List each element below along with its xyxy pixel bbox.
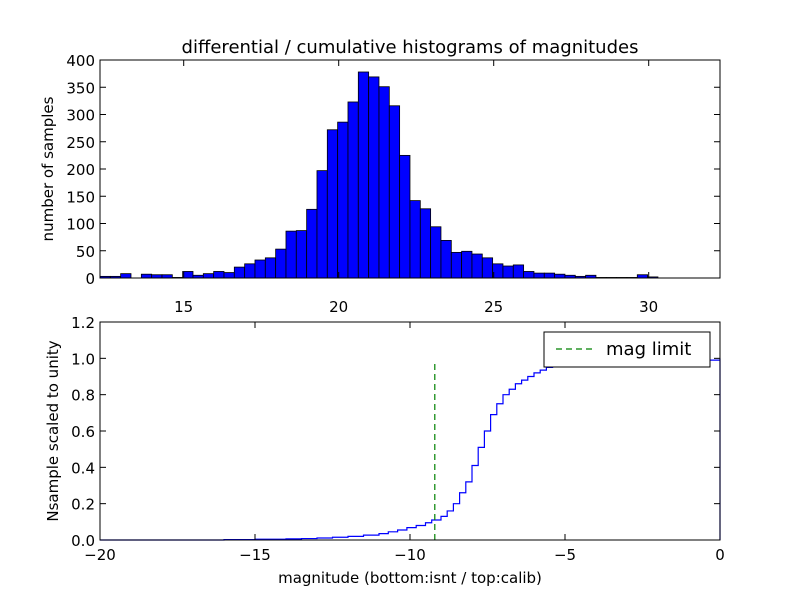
histogram-bar bbox=[140, 273, 153, 279]
histogram-bar bbox=[471, 253, 483, 279]
histogram-bar bbox=[388, 105, 401, 279]
cumulative-steps-line bbox=[100, 358, 721, 541]
top-histogram-panel: differential / cumulative histograms of … bbox=[39, 37, 721, 316]
y-tick-label: 1.0 bbox=[71, 350, 95, 368]
histogram-bar bbox=[450, 251, 463, 279]
bottom-y-axis-label: Nsample scaled to unity bbox=[44, 340, 62, 521]
histogram-bar bbox=[502, 265, 514, 279]
x-tick-label: 25 bbox=[484, 298, 503, 316]
y-tick-label: 150 bbox=[66, 188, 95, 206]
histogram-bar bbox=[399, 154, 411, 279]
top-chart-title: differential / cumulative histograms of … bbox=[182, 37, 639, 58]
histogram-bar bbox=[368, 76, 380, 279]
histogram-bar bbox=[512, 264, 525, 279]
top-axes-frame bbox=[99, 59, 721, 279]
histogram-bar bbox=[202, 273, 215, 279]
histogram-bar bbox=[419, 208, 432, 279]
histogram-bar bbox=[357, 71, 370, 279]
histogram-bar bbox=[347, 101, 359, 279]
legend: mag limit bbox=[543, 331, 711, 368]
y-tick-label: 300 bbox=[66, 107, 95, 125]
bottom-y-ticks: 0.0 0.2 0.4 0.6 0.8 1.0 1.2 bbox=[71, 314, 720, 550]
histogram-bar bbox=[244, 263, 256, 279]
y-tick-label: 400 bbox=[66, 52, 95, 70]
legend-label-mag-limit: mag limit bbox=[606, 339, 691, 360]
histogram-bar bbox=[461, 250, 473, 279]
histogram-bar bbox=[306, 208, 318, 279]
bottom-axes-frame bbox=[99, 321, 721, 541]
y-tick-label: 200 bbox=[66, 161, 95, 179]
y-tick-label: 0.2 bbox=[71, 496, 95, 514]
histogram-bar bbox=[554, 273, 566, 279]
x-tick-label: −10 bbox=[394, 546, 426, 564]
y-tick-label: 350 bbox=[66, 79, 95, 97]
x-tick-label: −5 bbox=[554, 546, 576, 564]
histogram-bar bbox=[182, 271, 194, 279]
bottom-cumulative-panel: 0.0 0.2 0.4 0.6 0.8 1.0 1.2 −20 −15 −10 −5 0 magni… bbox=[44, 314, 725, 587]
x-tick-label: 30 bbox=[639, 298, 658, 316]
histogram-bar bbox=[285, 230, 297, 279]
bottom-x-axis-label: magnitude (bottom:isnt / top:calib) bbox=[278, 569, 542, 587]
y-tick-label: 250 bbox=[66, 134, 95, 152]
histogram-bar bbox=[337, 121, 349, 279]
histogram-bar bbox=[316, 170, 328, 279]
histogram-bar bbox=[254, 259, 266, 279]
histogram-bar bbox=[430, 226, 442, 279]
histogram-bar bbox=[120, 273, 132, 279]
y-tick-label: 0.8 bbox=[71, 387, 95, 405]
x-tick-label: 0 bbox=[715, 546, 725, 564]
histogram-bar bbox=[523, 271, 535, 279]
histogram-bar bbox=[213, 271, 225, 279]
top-x-ticks: 15 20 25 30 bbox=[174, 60, 658, 316]
histogram-bar bbox=[440, 239, 452, 279]
y-tick-label: 0 bbox=[85, 270, 95, 288]
x-tick-label: 20 bbox=[329, 298, 348, 316]
histogram-bar bbox=[326, 129, 339, 279]
histogram-bar bbox=[223, 272, 235, 279]
histogram-bar bbox=[295, 230, 308, 279]
cumulative-lines bbox=[100, 358, 721, 541]
histogram-bar bbox=[533, 272, 545, 279]
y-tick-label: 0.6 bbox=[71, 423, 95, 441]
histogram-bar bbox=[233, 266, 246, 279]
y-tick-label: 0.0 bbox=[71, 532, 95, 550]
top-y-axis-label: number of samples bbox=[39, 96, 57, 241]
histogram-bar bbox=[378, 86, 390, 279]
x-tick-label: −20 bbox=[84, 546, 116, 564]
histogram-bar bbox=[264, 257, 277, 279]
histogram-bar bbox=[481, 257, 494, 279]
histogram-bar bbox=[409, 200, 421, 279]
x-tick-label: 15 bbox=[174, 298, 193, 316]
bottom-x-ticks: −20 −15 −10 −5 0 bbox=[84, 322, 725, 564]
x-tick-label: −15 bbox=[239, 546, 271, 564]
histogram-bars bbox=[99, 71, 659, 279]
histogram-bar bbox=[543, 272, 556, 279]
y-tick-label: 0.4 bbox=[71, 459, 95, 477]
y-tick-label: 100 bbox=[66, 216, 95, 234]
y-tick-label: 50 bbox=[76, 243, 95, 261]
histogram-bar bbox=[275, 248, 287, 279]
y-tick-label: 1.2 bbox=[71, 314, 95, 332]
